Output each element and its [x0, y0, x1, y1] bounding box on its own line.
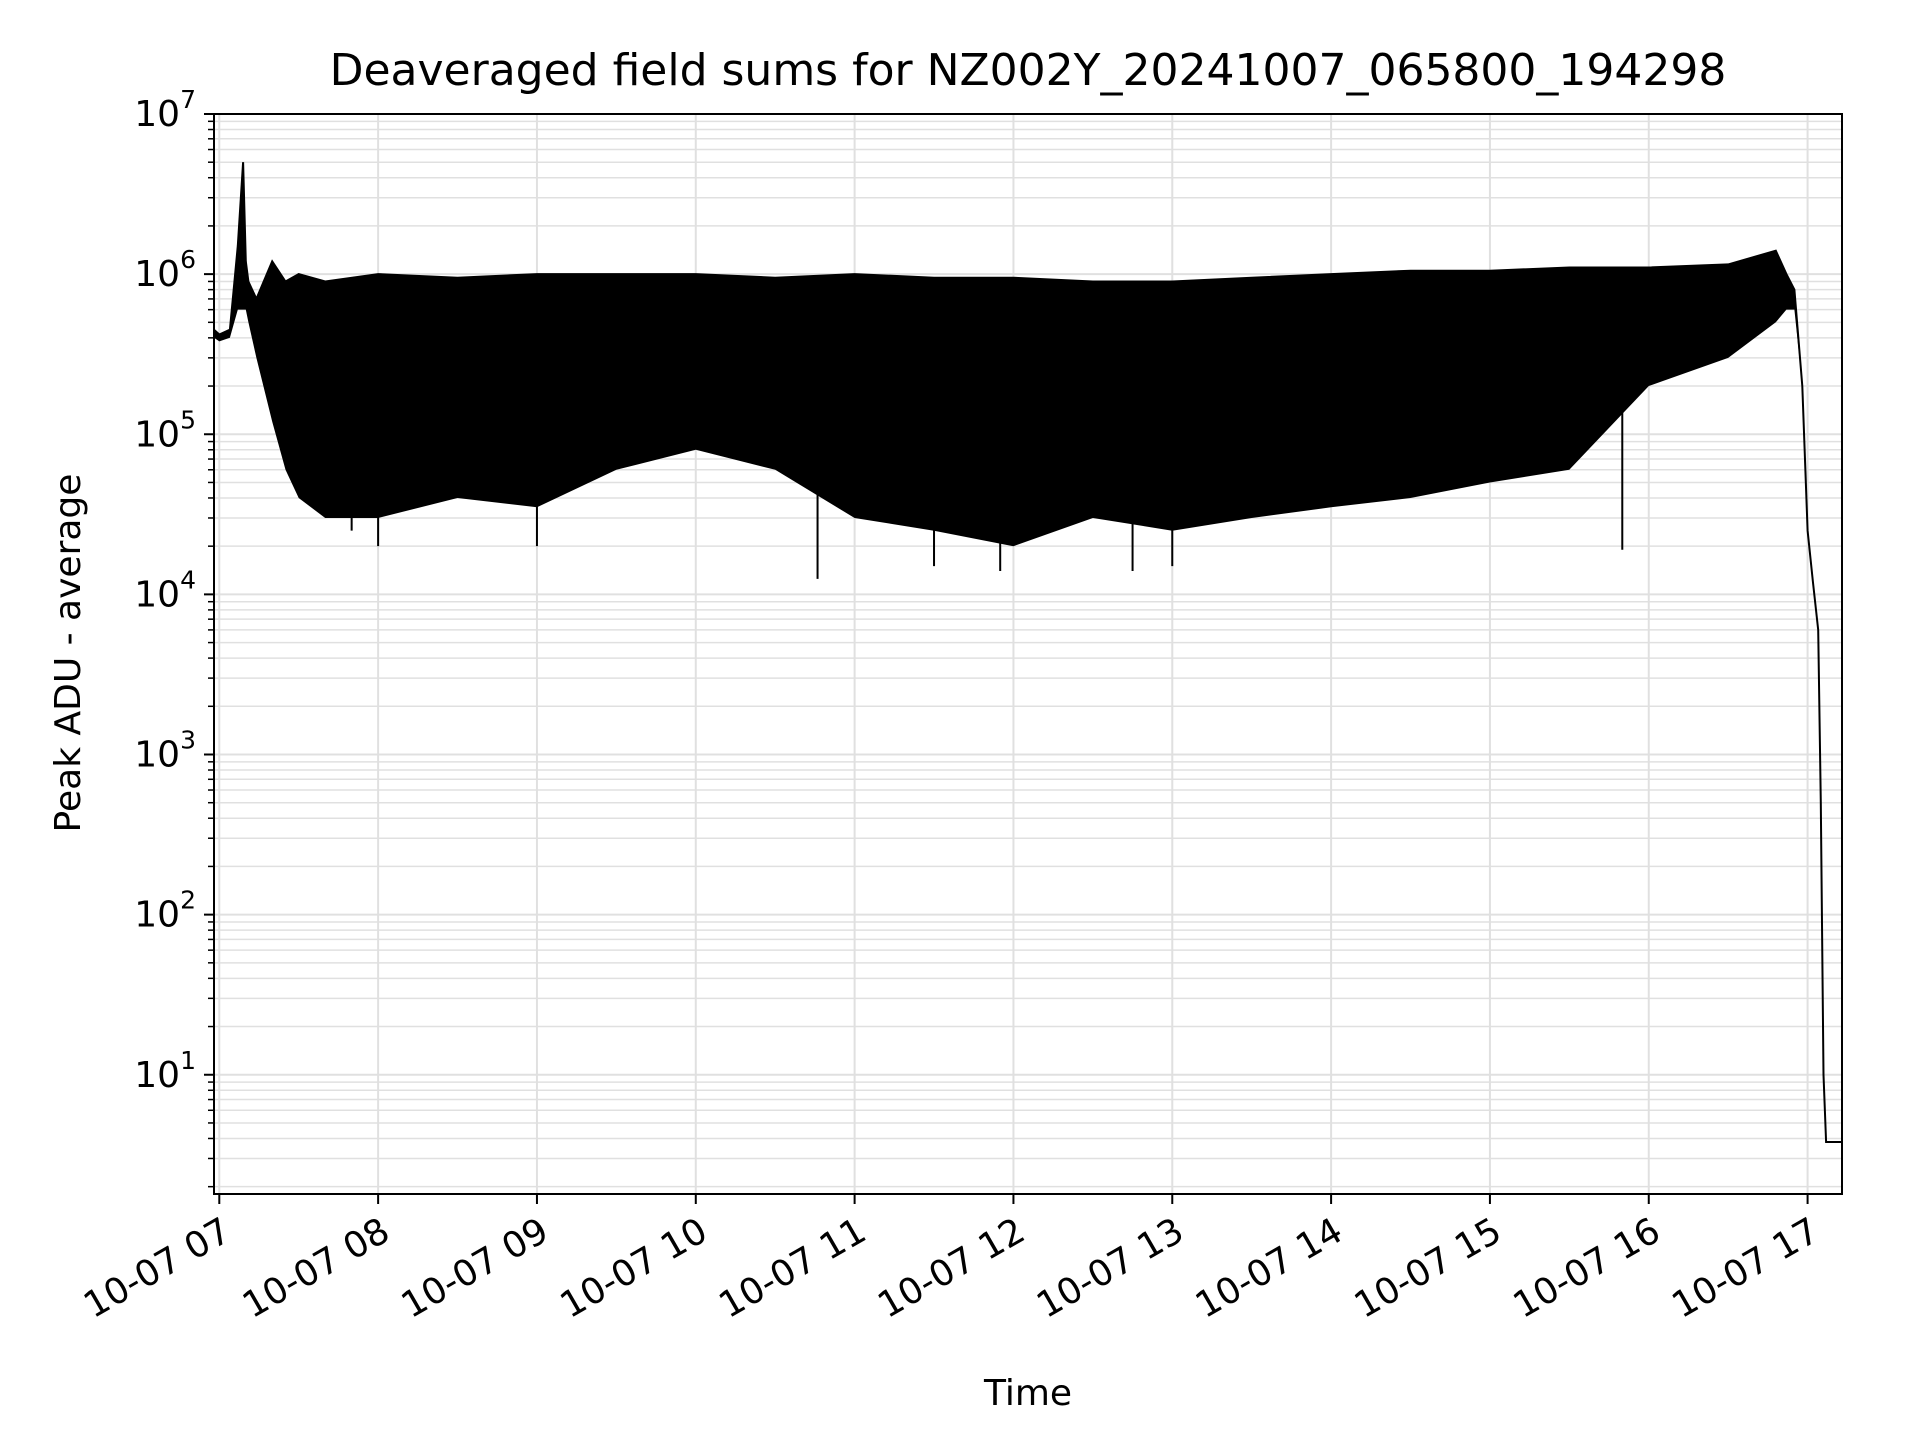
y-tick-label: 106 [134, 245, 196, 295]
y-tick-exponent: 6 [180, 245, 196, 274]
plot-frame [213, 113, 1843, 1195]
series-line [213, 162, 1842, 1143]
y-tick-label: 107 [134, 85, 196, 135]
series-spikes [350, 289, 1624, 579]
data-layer [213, 162, 1842, 1143]
y-tick-label: 105 [134, 405, 196, 455]
y-tick-exponent: 1 [180, 1046, 196, 1075]
y-tick-base: 10 [134, 895, 180, 936]
y-tick-base: 10 [134, 1055, 180, 1096]
y-tick-exponent: 2 [180, 886, 196, 915]
y-tick-label: 104 [134, 565, 196, 615]
y-tick-base: 10 [134, 94, 180, 135]
y-tick-label: 101 [134, 1046, 196, 1096]
y-tick-exponent: 4 [180, 565, 196, 594]
y-axis-label: Peak ADU - average [48, 474, 89, 833]
y-tick-exponent: 5 [180, 405, 196, 434]
y-tick-base: 10 [134, 735, 180, 776]
y-tick-label: 103 [134, 726, 196, 776]
y-tick-exponent: 3 [180, 726, 196, 755]
x-axis-label: Time [983, 1373, 1072, 1414]
y-tick-base: 10 [134, 254, 180, 295]
y-tick-exponent: 7 [180, 85, 196, 114]
y-tick-label: 102 [134, 886, 196, 936]
y-tick-base: 10 [134, 574, 180, 615]
grid [214, 113, 1842, 1194]
y-tick-base: 10 [134, 414, 180, 455]
chart-title: Deaveraged field sums for NZ002Y_2024100… [330, 45, 1727, 96]
series-envelope [214, 162, 1842, 1142]
